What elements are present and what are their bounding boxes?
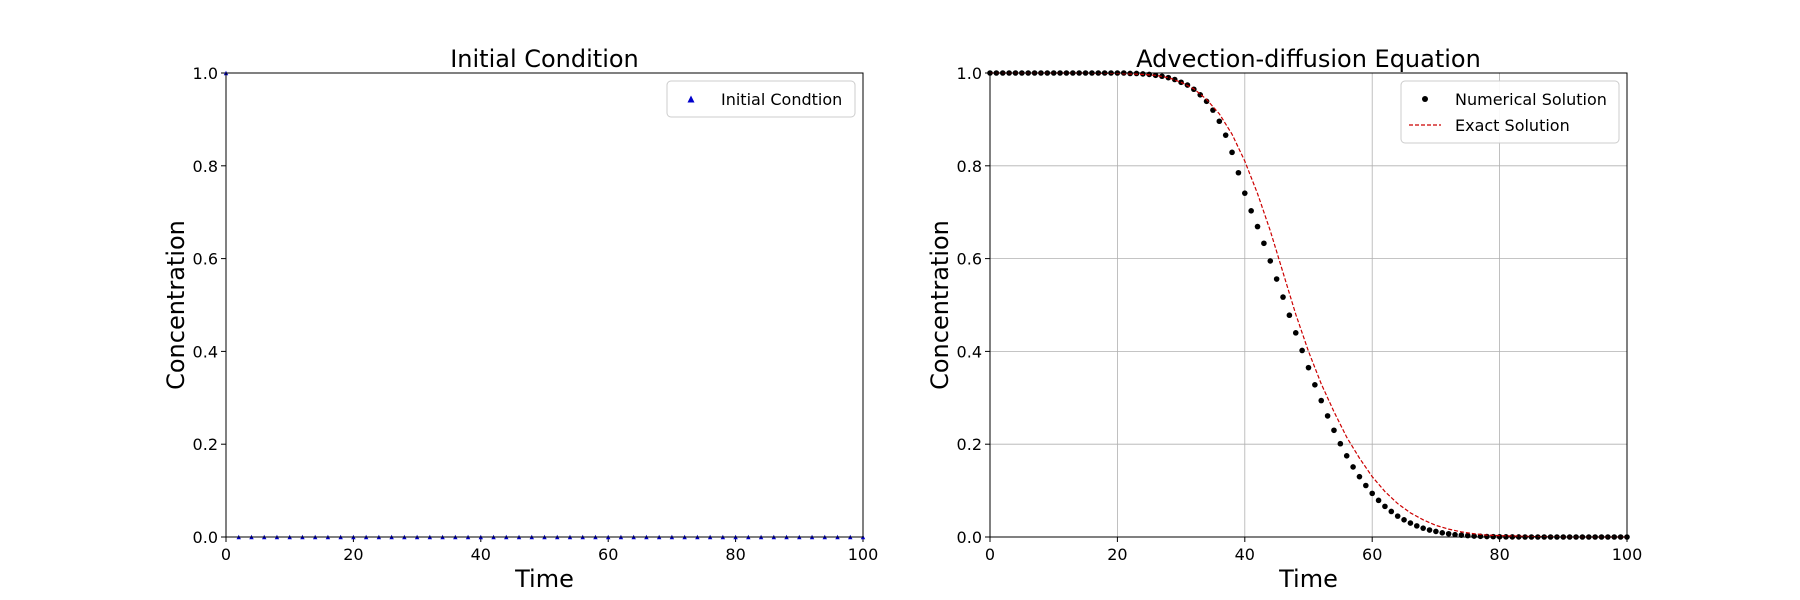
data-point: [1203, 98, 1210, 105]
data-point: [1159, 73, 1165, 80]
data-point: [1337, 440, 1344, 447]
data-point: [1318, 397, 1325, 404]
data-point: [1280, 294, 1286, 300]
x-axis-label: Time: [1278, 565, 1338, 593]
data-point: [1426, 527, 1433, 533]
legend-label: Initial Condtion: [721, 90, 842, 109]
data-point: [1477, 533, 1484, 540]
data-point: [1433, 528, 1439, 535]
data-point: [1407, 520, 1414, 526]
x-tick-label: 60: [1362, 545, 1382, 564]
legend-box: [666, 80, 856, 118]
data-point: [1165, 74, 1172, 81]
axes-frame: [989, 72, 1628, 538]
x-tick-label: 20: [343, 545, 363, 564]
y-tick-label: 0.2: [957, 435, 982, 454]
legend-triangle-icon: [687, 95, 695, 103]
axes-frame: [225, 72, 864, 538]
data-point: [1452, 531, 1458, 538]
data-point: [1286, 312, 1293, 319]
data-point: [1222, 132, 1229, 138]
data-point: [1229, 149, 1235, 156]
x-tick-label: 40: [1235, 545, 1255, 564]
legend-label: Exact Solution: [1455, 116, 1570, 135]
data-point: [1413, 523, 1420, 529]
y-tick-label: 1.0: [957, 64, 982, 83]
x-tick-label: 60: [598, 545, 618, 564]
exact-solution-line: [990, 72, 1627, 538]
data-point: [1305, 364, 1312, 371]
y-tick-label: 0.2: [193, 435, 218, 454]
data-point: [1420, 525, 1426, 531]
x-tick-label: 0: [985, 545, 995, 564]
y-tick-label: 0.8: [957, 157, 982, 176]
chart-title: Initial Condition: [450, 45, 639, 73]
data-point: [1242, 190, 1248, 196]
x-tick-label: 40: [471, 545, 491, 564]
chart-title: Advection-diffusion Equation: [1136, 45, 1481, 73]
data-point: [1388, 508, 1395, 515]
x-tick-label: 80: [725, 545, 745, 564]
y-tick-label: 0.6: [957, 250, 982, 269]
legend-box: [1400, 80, 1620, 144]
x-tick-label: 0: [221, 545, 231, 564]
data-point: [1273, 276, 1280, 282]
data-point: [1331, 427, 1337, 434]
data-point: [1248, 208, 1254, 214]
y-tick-label: 0.4: [193, 342, 218, 361]
y-tick-label: 0.4: [957, 342, 982, 361]
data-point: [1261, 240, 1267, 247]
data-point: [1267, 258, 1274, 264]
data-point: [1350, 464, 1356, 470]
data-point: [1363, 482, 1369, 489]
y-tick-label: 1.0: [193, 64, 218, 83]
data-point: [1375, 497, 1382, 504]
y-tick-label: 0.8: [193, 157, 218, 176]
legend-label: Numerical Solution: [1455, 90, 1607, 109]
legend-circle-icon: [1422, 96, 1428, 102]
data-point: [1216, 118, 1223, 125]
data-point: [1394, 513, 1401, 519]
data-point: [1343, 453, 1350, 459]
data-point: [1254, 223, 1261, 230]
data-point: [1235, 169, 1242, 176]
y-axis-label: Concentration: [162, 220, 190, 390]
data-point: [1356, 473, 1363, 480]
x-tick-label: 20: [1107, 545, 1127, 564]
data-point: [1324, 413, 1331, 419]
data-point: [1439, 530, 1446, 536]
x-axis-label: Time: [514, 565, 574, 593]
y-tick-label: 0.0: [193, 528, 218, 547]
series-initial-condtion: [223, 70, 866, 540]
data-point: [1401, 517, 1407, 523]
x-tick-label: 100: [848, 545, 879, 564]
legend: Numerical Solution Exact Solution: [1400, 80, 1620, 144]
data-point: [1292, 330, 1299, 336]
data-point: [1312, 382, 1318, 388]
x-tick-label: 80: [1489, 545, 1509, 564]
chart-initial-condition: 0 20 40 60 80 100 0.0 0.2 0.4 0.6 0.8 1.0 Initial Co…: [162, 45, 878, 593]
x-tick-label: 100: [1612, 545, 1643, 564]
y-tick-label: 0.6: [193, 250, 218, 269]
series-exact-solution: [990, 72, 1627, 538]
data-point: [1299, 347, 1305, 354]
y-tick-label: 0.0: [957, 528, 982, 547]
chart-advection-diffusion: 0 20 40 60 80 100 0.0 0.2 0.4 0.6 0.8 1.0 Advection-…: [926, 45, 1642, 593]
y-axis-label: Concentration: [926, 220, 954, 390]
data-point: [1382, 503, 1388, 510]
data-point: [1369, 490, 1375, 497]
data-point: [1445, 530, 1452, 537]
legend: Initial Condtion: [666, 80, 856, 118]
